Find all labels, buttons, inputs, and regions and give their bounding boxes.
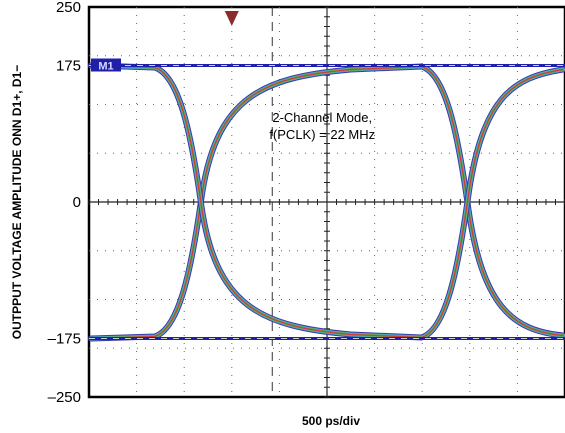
y-tick-label: –250 — [48, 389, 81, 406]
annotation-line: 2-Channel Mode, — [272, 110, 372, 125]
y-tick-label: –175 — [48, 331, 81, 348]
marker-m1: M1 — [91, 58, 121, 73]
x-axis-label: 500 ps/div — [302, 414, 360, 428]
y-axis-label: OUTPPUT VOLTAGE AMPLITUDE ONN D1+, D1− — [10, 65, 24, 339]
y-tick-label: 0 — [73, 194, 81, 211]
y-tick-label: 175 — [56, 58, 81, 75]
marker-m1-box — [91, 58, 121, 72]
eye-trace-rising — [88, 63, 565, 342]
annotation-line: f(PCLK) = 22 MHz — [269, 127, 375, 142]
marker-m1-label: M1 — [98, 61, 113, 73]
eye-trace-falling — [88, 62, 565, 341]
trigger-marker-icon — [224, 11, 239, 26]
y-tick-label: 250 — [56, 0, 81, 16]
annotation: 2-Channel Mode, f(PCLK) = 22 MHz — [269, 110, 375, 142]
